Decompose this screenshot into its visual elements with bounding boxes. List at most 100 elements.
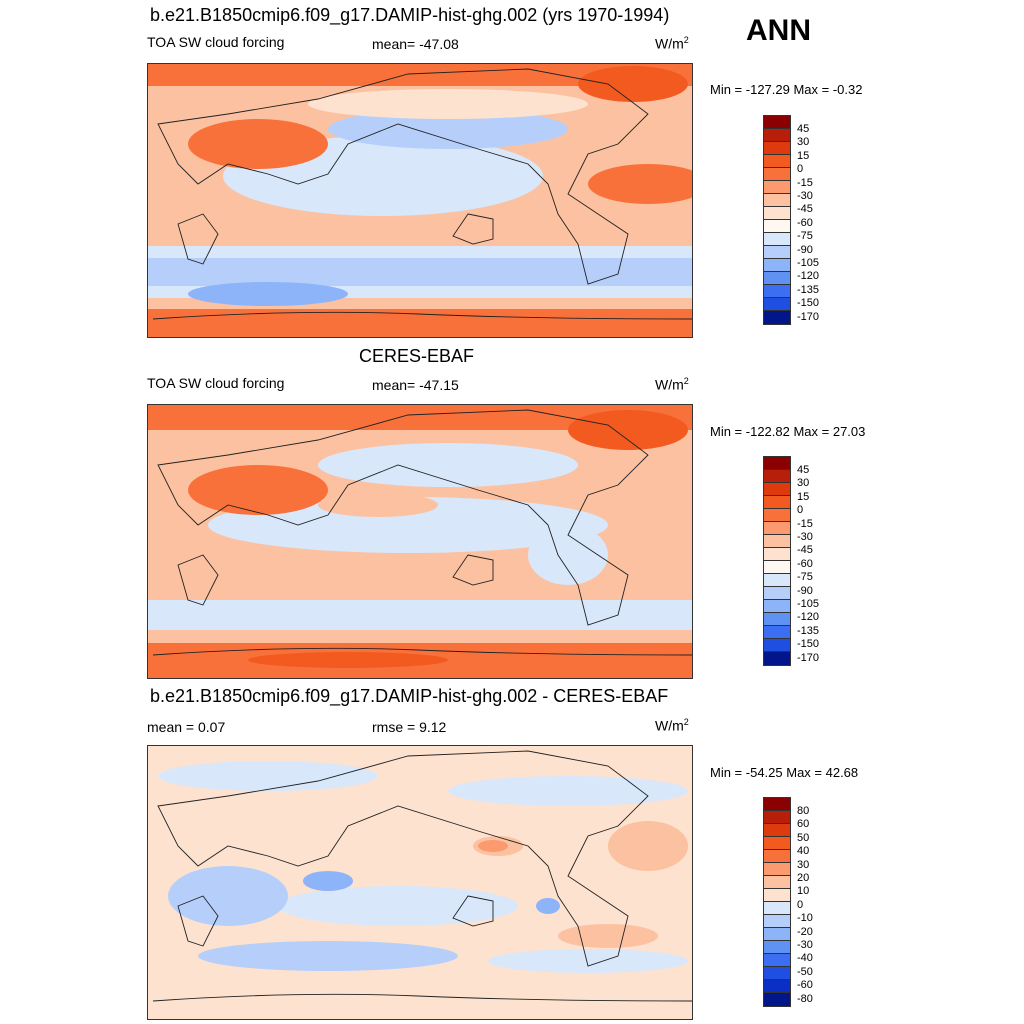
panel1-variable-label: TOA SW cloud forcing xyxy=(147,34,285,50)
colorbar-swatch xyxy=(764,496,790,509)
panel3-colorbar xyxy=(763,797,791,1007)
colorbar-tick-label: 30 xyxy=(797,136,810,149)
colorbar-tick-label: 30 xyxy=(797,858,810,871)
colorbar-tick-label: 45 xyxy=(797,464,810,476)
colorbar-swatch xyxy=(764,116,790,129)
colorbar-tick-label: -30 xyxy=(797,531,813,543)
colorbar-swatch xyxy=(764,561,790,574)
colorbar-swatch xyxy=(764,600,790,613)
colorbar-swatch xyxy=(764,863,790,876)
panel3-rmse-label: rmse = 9.12 xyxy=(372,719,447,735)
panel2-map xyxy=(147,404,693,679)
colorbar-tick-label: 0 xyxy=(797,504,804,517)
panel1-minmax: Min = -127.29 Max = -0.32 xyxy=(710,82,863,97)
colorbar-tick-label: -60 xyxy=(797,557,813,570)
panel2-minmax: Min = -122.82 Max = 27.03 xyxy=(710,424,866,439)
colorbar-tick-label: -45 xyxy=(797,203,813,216)
panel3-title: b.e21.B1850cmip6.f09_g17.DAMIP-hist-ghg.… xyxy=(150,686,669,706)
colorbar-swatch xyxy=(764,811,790,824)
colorbar-swatch xyxy=(764,902,790,915)
colorbar-tick-label: 15 xyxy=(797,149,810,162)
colorbar-tick-label: -30 xyxy=(797,190,813,202)
colorbar-swatch xyxy=(764,457,790,470)
colorbar-tick-label: -120 xyxy=(797,611,820,624)
colorbar-swatch xyxy=(764,142,790,155)
colorbar-swatch xyxy=(764,194,790,207)
panel2-mean-label: mean= -47.15 xyxy=(372,377,459,393)
colorbar-swatch xyxy=(764,259,790,272)
panel3-units: W/m2 xyxy=(655,717,689,734)
colorbar-tick-label: 15 xyxy=(797,490,810,503)
colorbar-tick-label: -150 xyxy=(797,638,820,651)
colorbar-tick-label: 45 xyxy=(797,123,810,135)
colorbar-swatch xyxy=(764,941,790,954)
colorbar-swatch xyxy=(764,915,790,928)
panel2-units: W/m2 xyxy=(655,376,689,393)
colorbar-tick-label: -15 xyxy=(797,517,813,530)
colorbar-swatch xyxy=(764,587,790,600)
colorbar-swatch xyxy=(764,285,790,298)
season-label: ANN xyxy=(746,14,811,47)
colorbar-tick-label: -170 xyxy=(797,651,820,664)
panel1-units: W/m2 xyxy=(655,35,689,52)
colorbar-swatch xyxy=(764,220,790,233)
colorbar-swatch xyxy=(764,967,790,980)
colorbar-tick-label: -80 xyxy=(797,992,813,1005)
colorbar-tick-label: -20 xyxy=(797,925,813,938)
colorbar-tick-label: -135 xyxy=(797,283,820,296)
colorbar-swatch xyxy=(764,798,790,811)
colorbar-tick-label: -10 xyxy=(797,912,813,925)
colorbar-tick-label: -45 xyxy=(797,544,813,557)
panel1-title: b.e21.B1850cmip6.f09_g17.DAMIP-hist-ghg.… xyxy=(150,5,670,25)
colorbar-tick-label: -150 xyxy=(797,297,820,310)
panel1-mean-label: mean= -47.08 xyxy=(372,36,459,52)
colorbar-tick-label: 50 xyxy=(797,831,810,844)
colorbar-tick-label: 10 xyxy=(797,885,810,898)
panel3-mean-label: mean = 0.07 xyxy=(147,719,226,735)
colorbar-swatch xyxy=(764,837,790,850)
colorbar-swatch xyxy=(764,168,790,181)
colorbar-tick-label: 80 xyxy=(797,805,810,817)
colorbar-swatch xyxy=(764,272,790,285)
colorbar-swatch xyxy=(764,155,790,168)
colorbar-tick-label: 30 xyxy=(797,477,810,490)
panel3-map xyxy=(147,745,693,1020)
colorbar-tick-label: 0 xyxy=(797,163,804,176)
colorbar-swatch xyxy=(764,876,790,889)
colorbar-swatch xyxy=(764,980,790,993)
colorbar-swatch xyxy=(764,548,790,561)
panel1-map xyxy=(147,63,693,338)
colorbar-tick-label: -30 xyxy=(797,939,813,951)
colorbar-tick-label: 40 xyxy=(797,845,810,858)
colorbar-swatch xyxy=(764,639,790,652)
colorbar-tick-label: -170 xyxy=(797,310,820,323)
colorbar-tick-label: -75 xyxy=(797,571,813,584)
colorbar-swatch xyxy=(764,535,790,548)
colorbar-swatch xyxy=(764,928,790,941)
colorbar-swatch xyxy=(764,993,790,1006)
colorbar-swatch xyxy=(764,652,790,665)
colorbar-swatch xyxy=(764,298,790,311)
colorbar-swatch xyxy=(764,889,790,902)
colorbar-swatch xyxy=(764,483,790,496)
colorbar-tick-label: 0 xyxy=(797,898,804,911)
panel2-colorbar xyxy=(763,456,791,666)
colorbar-swatch xyxy=(764,470,790,483)
colorbar-tick-label: -15 xyxy=(797,176,813,189)
colorbar-swatch xyxy=(764,246,790,259)
colorbar-swatch xyxy=(764,522,790,535)
panel3-minmax: Min = -54.25 Max = 42.68 xyxy=(710,765,859,780)
colorbar-swatch xyxy=(764,850,790,863)
colorbar-swatch xyxy=(764,129,790,142)
colorbar-tick-label: 60 xyxy=(797,818,810,831)
colorbar-swatch xyxy=(764,613,790,626)
colorbar-tick-label: 20 xyxy=(797,872,810,884)
colorbar-tick-label: -40 xyxy=(797,952,813,965)
colorbar-tick-label: -90 xyxy=(797,584,813,597)
panel1-colorbar xyxy=(763,115,791,325)
colorbar-swatch xyxy=(764,207,790,220)
colorbar-swatch xyxy=(764,824,790,837)
colorbar-swatch xyxy=(764,311,790,324)
panel2-variable-label: TOA SW cloud forcing xyxy=(147,375,285,391)
colorbar-swatch xyxy=(764,509,790,522)
